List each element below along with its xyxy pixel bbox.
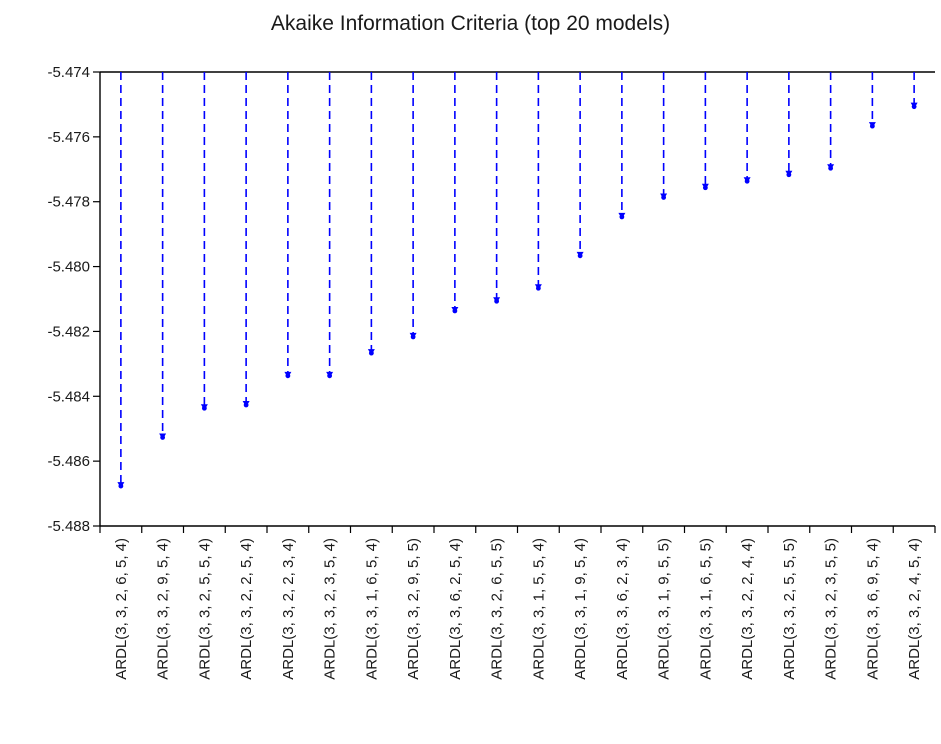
y-tick-label: -5.488 (47, 518, 90, 535)
data-point-dot (160, 435, 166, 440)
data-point-dot (494, 298, 500, 304)
data-point-dot (285, 373, 291, 379)
data-point-dot (661, 195, 667, 200)
x-category-label: ARDL(3, 3, 1, 6, 5, 4) (363, 538, 380, 680)
x-category-label: ARDL(3, 3, 2, 2, 3, 4) (280, 538, 297, 680)
data-point-dot (744, 178, 750, 184)
data-point-dot (243, 402, 249, 408)
x-category-label: ARDL(3, 3, 2, 2, 5, 4) (238, 538, 255, 680)
data-point-dot (118, 483, 124, 489)
x-category-label: ARDL(3, 3, 2, 5, 5, 4) (196, 538, 213, 680)
x-category-label: ARDL(3, 3, 2, 2, 4, 4) (739, 538, 756, 680)
x-category-label: ARDL(3, 3, 1, 6, 5, 5) (697, 538, 714, 680)
x-category-label: ARDL(3, 3, 1, 5, 5, 4) (530, 538, 547, 680)
x-axis: ARDL(3, 3, 2, 6, 5, 4) ARDL(3, 3, 2, 9, 5… (99, 526, 936, 680)
x-category-label: ARDL(3, 3, 2, 6, 5, 4) (113, 538, 130, 680)
x-category-label: ARDL(3, 3, 1, 9, 5, 4) (572, 538, 589, 680)
data-point-dot (201, 405, 207, 411)
y-tick-label: -5.484 (47, 388, 90, 405)
chart-title: Akaike Information Criteria (top 20 mode… (270, 12, 671, 35)
y-axis: -5.474 -5.476 -5.478 -5.480 -5.482 -5.484 -5.4… (47, 64, 100, 535)
x-category-label: ARDL(3, 3, 2, 9, 5, 4) (155, 538, 172, 680)
axes-frame (99, 71, 935, 527)
x-category-label: ARDL(3, 3, 6, 9, 5, 4) (864, 538, 881, 680)
x-category-label: ARDL(3, 3, 2, 3, 5, 4) (322, 538, 339, 680)
y-tick-label: -5.486 (47, 453, 90, 470)
data-point-dot (535, 285, 541, 291)
data-point-dot (410, 334, 416, 340)
data-point-dot (911, 104, 917, 110)
data-point-dot (577, 253, 583, 259)
y-tick-label: -5.478 (47, 194, 90, 211)
data-point-dot (452, 308, 458, 314)
x-category-label: ARDL(3, 3, 2, 9, 5, 5) (405, 538, 422, 680)
x-category-label: ARDL(3, 3, 2, 3, 5, 5) (823, 538, 840, 680)
aic-series (117, 72, 918, 489)
data-point-dot (619, 214, 625, 220)
data-point-dot (327, 373, 333, 379)
x-category-label: ARDL(3, 3, 2, 5, 5, 5) (781, 538, 798, 680)
x-category-label: ARDL(3, 3, 6, 2, 5, 4) (447, 538, 464, 680)
data-point-dot (368, 350, 374, 356)
x-category-label: ARDL(3, 3, 2, 6, 5, 5) (489, 538, 506, 680)
y-tick-label: -5.482 (47, 323, 90, 340)
data-point-dot (828, 165, 834, 171)
x-category-label: ARDL(3, 3, 1, 9, 5, 5) (656, 538, 673, 680)
x-category-label: ARDL(3, 3, 6, 2, 3, 4) (614, 538, 631, 680)
y-tick-label: -5.476 (47, 129, 90, 146)
data-point-dot (702, 185, 708, 191)
x-category-label: ARDL(3, 3, 2, 4, 5, 4) (906, 538, 923, 680)
data-point-dot (869, 123, 875, 129)
y-tick-label: -5.480 (47, 259, 90, 276)
data-point-dot (786, 172, 792, 178)
y-tick-label: -5.474 (47, 64, 90, 81)
